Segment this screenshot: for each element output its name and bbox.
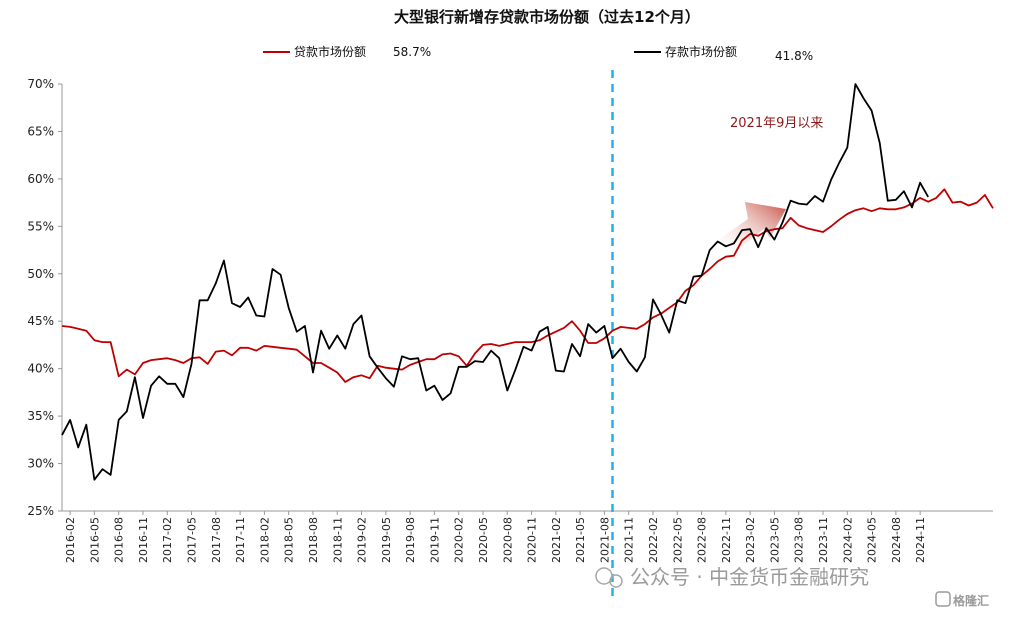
x-tick-label: 2018-02 — [258, 517, 271, 563]
annotation-text: 2021年9月以来 — [730, 116, 823, 131]
y-tick-label: 55% — [27, 219, 54, 233]
legend: 贷款市场份额 58.7% 存款市场份额 41.8% — [263, 44, 813, 63]
x-tick-label: 2024-11 — [914, 517, 927, 563]
x-tick-label: 2018-05 — [283, 517, 296, 563]
chart-title: 大型银行新增存贷款市场份额（过去12个月） — [394, 8, 700, 26]
x-tick-label: 2023-02 — [744, 517, 757, 563]
wechat-icon-small — [609, 574, 623, 588]
x-tick-label: 2019-05 — [380, 517, 393, 563]
y-tick-label: 35% — [27, 409, 54, 423]
x-tick-label: 2022-02 — [647, 517, 660, 563]
x-tick-label: 2024-08 — [890, 517, 903, 563]
x-tick-label: 2020-11 — [526, 517, 539, 563]
x-tick-label: 2024-05 — [866, 517, 879, 563]
y-tick-label: 50% — [27, 267, 54, 281]
watermark-text: 公众号 · 中金货币金融研究 — [630, 565, 869, 589]
x-tick-label: 2019-02 — [356, 517, 369, 563]
x-tick-label: 2021-08 — [598, 517, 611, 563]
x-tick-label: 2022-11 — [720, 517, 733, 563]
legend-value-deposit: 41.8% — [775, 49, 813, 63]
x-tick-label: 2017-11 — [234, 517, 247, 563]
x-tick-label: 2018-08 — [307, 517, 320, 563]
x-tick-label: 2019-11 — [428, 517, 441, 563]
x-tick-label: 2019-08 — [404, 517, 417, 563]
x-tick-label: 2016-02 — [64, 517, 77, 563]
badge-icon — [935, 591, 951, 607]
legend-value-loan: 58.7% — [393, 45, 431, 59]
x-tick-label: 2020-08 — [501, 517, 514, 563]
x-tick-label: 2021-11 — [623, 517, 636, 563]
y-tick-label: 40% — [27, 362, 54, 376]
x-tick-label: 2016-11 — [137, 517, 150, 563]
x-tick-label: 2021-05 — [574, 517, 587, 563]
y-tick-label: 45% — [27, 314, 54, 328]
series-line-deposit — [61, 83, 929, 481]
x-tick-label: 2020-05 — [477, 517, 490, 563]
watermark-badge: 格隆汇 — [953, 593, 989, 608]
y-tick-label: 30% — [27, 457, 54, 471]
watermark: 公众号 · 中金货币金融研究 格隆汇 — [595, 565, 989, 608]
series-line-loan — [61, 188, 994, 383]
x-tick-label: 2016-08 — [113, 517, 126, 563]
x-tick-label: 2023-08 — [793, 517, 806, 563]
x-axis: 2016-02 2016-05 2016-08 2016-11 2017-02 2017-… — [62, 510, 993, 563]
x-tick-label: 2017-02 — [161, 517, 174, 563]
x-tick-label: 2024-02 — [841, 517, 854, 563]
x-tick-label: 2018-11 — [331, 517, 344, 563]
y-tick-label: 25% — [27, 504, 54, 518]
legend-label-loan: 贷款市场份额 — [294, 44, 366, 59]
y-axis: 25% 30% 35% 40% 45% 50% 55% 60% 65% 70% — [27, 77, 63, 518]
x-tick-label: 2016-05 — [88, 517, 101, 563]
legend-label-deposit: 存款市场份额 — [665, 44, 737, 59]
y-tick-label: 60% — [27, 172, 54, 186]
x-tick-label: 2017-08 — [210, 517, 223, 563]
x-tick-label: 2023-11 — [817, 517, 830, 563]
x-tick-label: 2017-05 — [186, 517, 199, 563]
x-tick-label: 2021-02 — [550, 517, 563, 563]
x-tick-label: 2022-05 — [671, 517, 684, 563]
y-tick-label: 65% — [27, 124, 54, 138]
x-tick-label: 2022-08 — [696, 517, 709, 563]
x-tick-label: 2020-02 — [453, 517, 466, 563]
y-tick-label: 70% — [27, 77, 54, 91]
x-tick-label: 2023-05 — [768, 517, 781, 563]
